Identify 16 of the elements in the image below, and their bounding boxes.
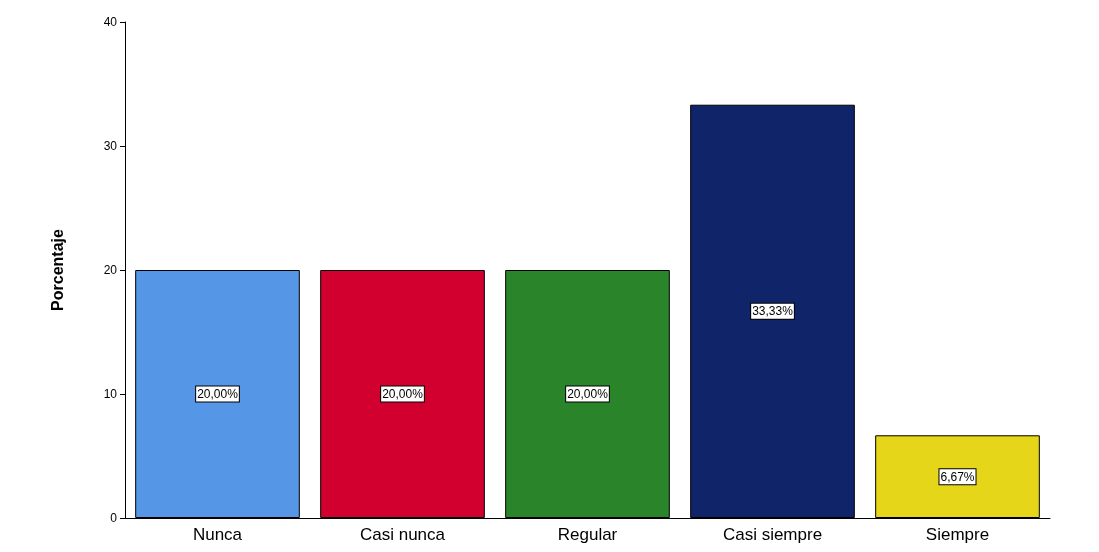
x-tick-label: Regular <box>557 525 618 544</box>
y-tick-label: 40 <box>103 15 118 29</box>
data-label: 20,00% <box>567 387 609 401</box>
x-tick-label: Nunca <box>192 525 243 544</box>
data-label: 33,33% <box>752 304 794 319</box>
data-label: 6,67% <box>940 469 975 484</box>
y-tick-label: 0 <box>110 511 118 525</box>
data-label: 20,00% <box>382 387 424 401</box>
y-tick-label: 20 <box>103 263 118 277</box>
x-tick-label: Casi siempre <box>722 525 823 544</box>
x-tick-label: Casi nunca <box>359 525 446 544</box>
data-label: 20,00% <box>197 387 239 401</box>
y-tick-label: 10 <box>103 387 118 401</box>
x-tick-label: Siempre <box>925 525 990 544</box>
y-tick-label: 30 <box>103 139 118 153</box>
y-axis-title: Porcentaje <box>48 228 66 311</box>
